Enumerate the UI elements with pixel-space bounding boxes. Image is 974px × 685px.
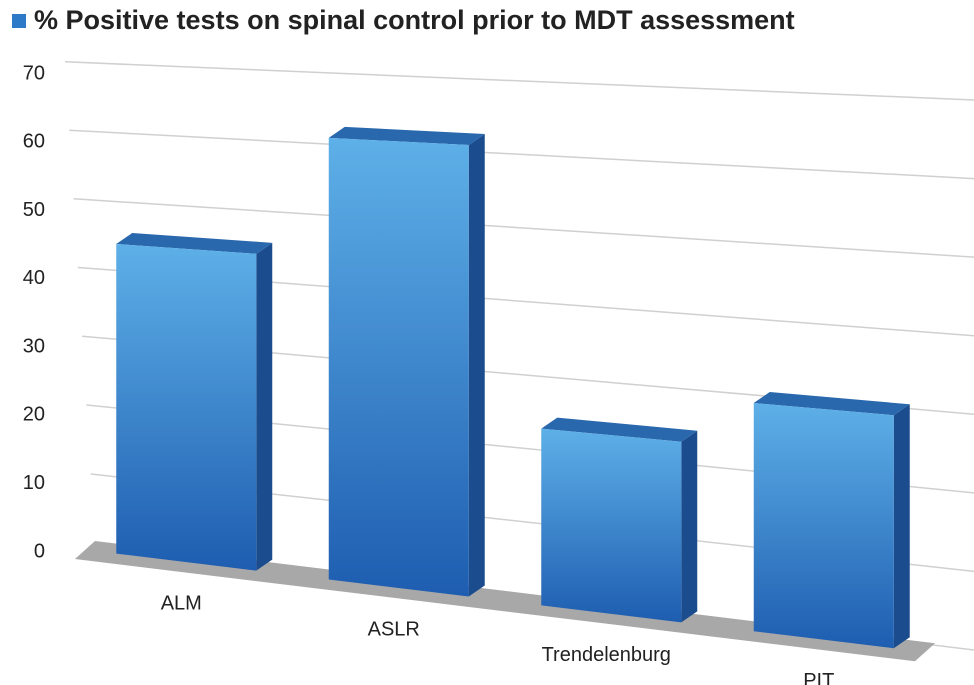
- y-tick-label: 50: [23, 199, 45, 221]
- bar-side: [468, 134, 485, 597]
- bar-side: [893, 404, 910, 649]
- bar-side: [681, 430, 698, 623]
- y-tick-label: 70: [23, 62, 45, 84]
- x-tick-label: Trendelenburg: [542, 644, 671, 666]
- bar-top: [753, 392, 910, 416]
- bar: [541, 428, 682, 623]
- bar-top: [541, 417, 698, 442]
- grid-line: [69, 129, 974, 180]
- bar: [328, 137, 469, 597]
- legend-swatch: [12, 14, 26, 28]
- y-tick-label: 60: [23, 131, 45, 153]
- y-tick-label: 30: [23, 335, 45, 357]
- bar: [116, 243, 257, 571]
- bar: [753, 403, 894, 649]
- grid-line: [64, 61, 974, 101]
- y-tick-label: 10: [23, 472, 45, 494]
- y-tick-label: 20: [23, 404, 45, 426]
- bar-side: [256, 242, 273, 571]
- grid-line: [73, 198, 974, 258]
- bar-top: [328, 126, 485, 146]
- floor: [75, 541, 935, 662]
- y-tick-label: 0: [34, 540, 45, 562]
- x-tick-label: PIT: [803, 670, 834, 685]
- x-tick-label: ASLR: [368, 618, 420, 640]
- legend-label: % Positive tests on spinal control prior…: [34, 5, 795, 35]
- y-tick-label: 40: [23, 267, 45, 289]
- bar-top: [116, 232, 273, 254]
- x-tick-label: ALM: [161, 592, 202, 614]
